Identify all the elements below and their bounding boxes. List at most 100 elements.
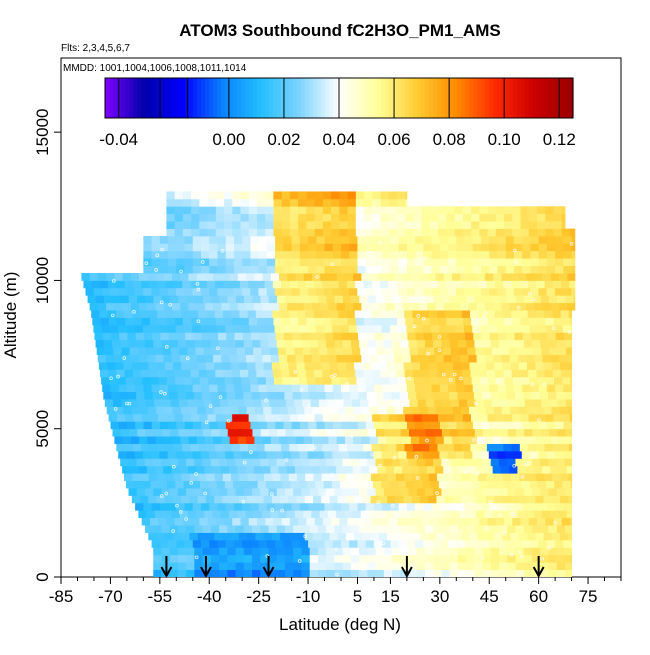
heatmap-cell bbox=[381, 287, 391, 296]
heatmap-cell bbox=[507, 547, 516, 556]
heatmap-cell bbox=[309, 554, 319, 563]
heatmap-cell bbox=[224, 198, 233, 207]
heatmap-cell bbox=[454, 280, 463, 289]
heatmap-cell bbox=[263, 495, 273, 504]
heatmap-cell bbox=[370, 495, 380, 504]
heatmap-cell bbox=[393, 510, 403, 519]
colorbar-swatch bbox=[481, 78, 486, 118]
heatmap-cell bbox=[342, 391, 351, 400]
heatmap-cell bbox=[495, 213, 505, 222]
heatmap-cell bbox=[127, 391, 137, 400]
heatmap-cell bbox=[502, 310, 512, 318]
heatmap-cell bbox=[421, 369, 430, 378]
heatmap-cell bbox=[232, 221, 241, 229]
heatmap-cell bbox=[408, 295, 418, 304]
heatmap-cell bbox=[153, 488, 162, 496]
heatmap-cell bbox=[358, 391, 368, 400]
heatmap-cell bbox=[122, 465, 131, 474]
heatmap-cell bbox=[454, 317, 464, 326]
heatmap-cell bbox=[513, 243, 523, 252]
heatmap-cell bbox=[395, 473, 405, 482]
heatmap-cell bbox=[219, 428, 229, 437]
heatmap-cell bbox=[351, 295, 360, 304]
heatmap-cell bbox=[276, 554, 286, 563]
heatmap-cell bbox=[264, 310, 273, 318]
heatmap-cell bbox=[408, 428, 418, 437]
sample-point bbox=[426, 351, 431, 356]
heatmap-cell bbox=[370, 532, 380, 541]
colorbar-swatch bbox=[217, 78, 222, 118]
heatmap-cell bbox=[158, 517, 167, 526]
heatmap-cell bbox=[507, 569, 516, 577]
heatmap-cell bbox=[159, 421, 169, 430]
heatmap-cell bbox=[331, 213, 340, 222]
heatmap-cell bbox=[402, 354, 412, 363]
heatmap-cell bbox=[464, 235, 474, 244]
heatmap-cell bbox=[188, 436, 198, 444]
colorbar-swatch bbox=[485, 78, 490, 118]
heatmap-cell bbox=[221, 354, 230, 363]
heatmap-cell bbox=[291, 450, 300, 459]
heatmap-cell bbox=[334, 547, 344, 556]
colorbar-swatch bbox=[437, 78, 442, 118]
heatmap-cell bbox=[422, 450, 432, 459]
heatmap-cell bbox=[346, 443, 356, 452]
heatmap-cell bbox=[283, 539, 292, 548]
heatmap-cell bbox=[530, 258, 540, 266]
heatmap-cell bbox=[140, 495, 149, 504]
heatmap-cell bbox=[140, 361, 149, 370]
heatmap-cell bbox=[405, 191, 408, 200]
heatmap-cell bbox=[413, 517, 423, 526]
heatmap-cell bbox=[305, 280, 315, 289]
heatmap-cell bbox=[381, 376, 390, 385]
heatmap-cell bbox=[380, 317, 390, 326]
heatmap-cell bbox=[357, 265, 367, 274]
heatmap-cell bbox=[174, 191, 184, 200]
heatmap-cell bbox=[91, 310, 100, 318]
sample-point bbox=[423, 256, 427, 260]
heatmap-cell bbox=[138, 465, 148, 474]
heatmap-cell bbox=[331, 317, 340, 326]
heatmap-cell bbox=[416, 554, 426, 563]
colorbar-swatch bbox=[293, 78, 298, 118]
heatmap-cell bbox=[299, 235, 309, 244]
heatmap-cell bbox=[444, 532, 454, 541]
heatmap-cell bbox=[329, 361, 339, 370]
heatmap-cell bbox=[194, 458, 203, 467]
heatmap-cell bbox=[439, 258, 449, 266]
heatmap-cell bbox=[481, 539, 490, 548]
heatmap-cell bbox=[571, 258, 576, 266]
colorbar-swatch bbox=[361, 78, 366, 118]
heatmap-cell bbox=[457, 562, 467, 570]
heatmap-cell bbox=[477, 406, 486, 415]
heatmap-cell bbox=[418, 354, 428, 363]
heatmap-cell bbox=[156, 473, 166, 482]
heatmap-cell bbox=[87, 295, 97, 304]
heatmap-cell bbox=[499, 339, 508, 348]
colorbar-swatch bbox=[137, 78, 142, 118]
heatmap-cell bbox=[484, 510, 493, 519]
heatmap-cell bbox=[431, 421, 441, 430]
sample-point bbox=[448, 378, 453, 382]
heatmap-cell bbox=[297, 443, 307, 452]
heatmap-cell bbox=[399, 391, 409, 400]
heatmap-cell bbox=[291, 421, 301, 430]
heatmap-cell bbox=[440, 391, 450, 400]
heatmap-cell bbox=[265, 206, 274, 215]
heatmap-cell bbox=[450, 428, 459, 437]
heatmap-cell bbox=[474, 569, 484, 577]
heatmap-cell bbox=[377, 465, 387, 474]
heatmap-cell bbox=[528, 228, 538, 237]
heatmap-cell bbox=[268, 458, 278, 467]
heatmap-cell bbox=[545, 228, 554, 237]
heatmap-cell bbox=[490, 488, 500, 496]
heatmap-cell bbox=[191, 517, 200, 526]
heatmap-cell bbox=[523, 569, 533, 577]
heatmap-cell bbox=[520, 413, 530, 422]
heatmap-cell bbox=[465, 391, 475, 400]
heatmap-cell bbox=[170, 347, 180, 355]
heatmap-cell bbox=[375, 525, 385, 533]
heatmap-cell bbox=[231, 443, 241, 452]
heatmap-cell bbox=[151, 421, 161, 430]
sample-point bbox=[458, 529, 463, 533]
